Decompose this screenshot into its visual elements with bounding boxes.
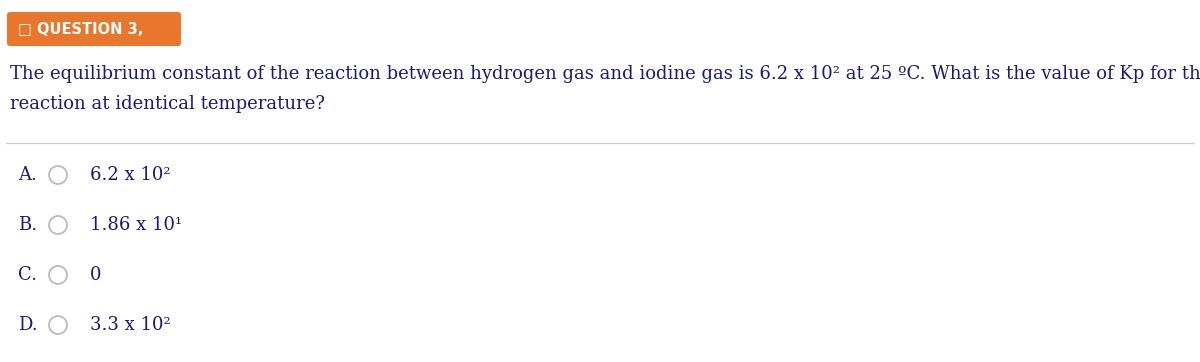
Text: 6.2 x 10²: 6.2 x 10² bbox=[90, 166, 170, 184]
Text: 0: 0 bbox=[90, 266, 102, 284]
FancyBboxPatch shape bbox=[7, 12, 181, 46]
Text: 1.86 x 10¹: 1.86 x 10¹ bbox=[90, 216, 182, 234]
Text: A.: A. bbox=[18, 166, 37, 184]
Text: C.: C. bbox=[18, 266, 37, 284]
Text: 3.3 x 10²: 3.3 x 10² bbox=[90, 316, 170, 334]
Text: □ QUESTION 3,: □ QUESTION 3, bbox=[18, 21, 143, 37]
Text: reaction at identical temperature?: reaction at identical temperature? bbox=[10, 95, 325, 113]
Text: D.: D. bbox=[18, 316, 37, 334]
Text: B.: B. bbox=[18, 216, 37, 234]
Text: The equilibrium constant of the reaction between hydrogen gas and iodine gas is : The equilibrium constant of the reaction… bbox=[10, 65, 1200, 83]
